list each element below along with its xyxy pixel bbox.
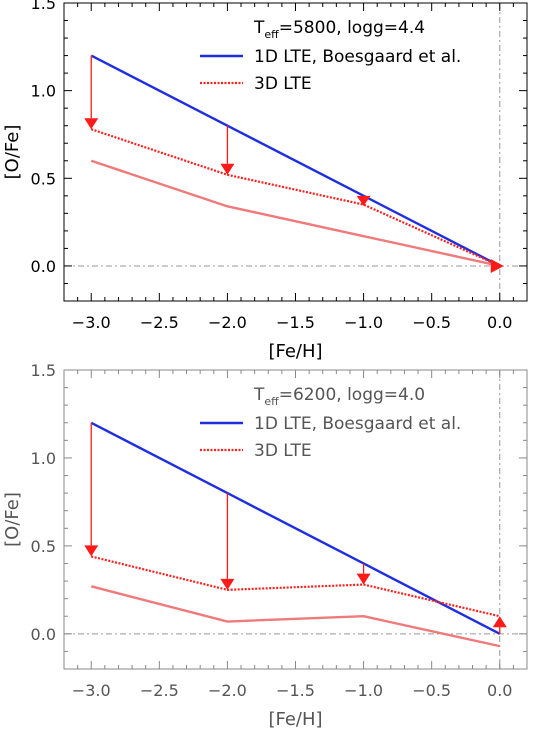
x-tick-label: 0.0 [487, 681, 512, 700]
teff-subscript: eff [264, 28, 279, 41]
legend-label: 1D LTE, Boesgaard et al. [254, 47, 461, 67]
series-line-1 [90, 421, 501, 635]
arrow-head [84, 118, 99, 130]
chart-panel-2: −3.0 −2.5 −2.0 −1.5 −1.0 −0.5 0.0 0.0 0.5 1.0 1.5 [… [2, 361, 528, 730]
x-tick-label: −1.0 [344, 681, 383, 700]
legend-item: 1D LTE, Boesgaard et al. [200, 414, 461, 434]
params-text: =5800, logg=4.4 [279, 18, 425, 38]
x-tick-label: −1.5 [276, 313, 315, 332]
chart-panel-1: −3.0 −2.5 −2.0 −1.5 −1.0 −0.5 0.0 0.0 0.5 1.0 1.5 [… [2, 0, 528, 362]
arrow [490, 258, 504, 273]
arrow-head [492, 616, 507, 628]
y-axis-label: [O/Fe] [2, 125, 23, 180]
x-tick-label: −0.5 [412, 313, 451, 332]
series-line-3 [90, 585, 501, 648]
teff-subscript: eff [264, 395, 279, 408]
x-axis-label: [Fe/H] [268, 709, 322, 730]
y-tick-label: 1.0 [31, 449, 56, 468]
y-tick-label: 0.0 [31, 257, 56, 276]
arrow [492, 616, 507, 634]
x-tick-label: −2.0 [208, 313, 247, 332]
y-tick-label: 1.5 [31, 0, 56, 13]
x-tick-label: −3.0 [72, 313, 111, 332]
teff-symbol: T [253, 385, 265, 405]
series-line-2 [90, 555, 501, 618]
arrow [356, 563, 371, 585]
y-tick-label: 0.5 [31, 537, 56, 556]
arrow-head [490, 258, 504, 273]
x-tick-label: −0.5 [412, 681, 451, 700]
series-line-2 [90, 128, 501, 267]
y-tick-label: 1.0 [31, 82, 56, 101]
teff-symbol: T [253, 18, 265, 38]
series-line-3 [90, 159, 501, 268]
x-tick-label: −2.5 [140, 681, 179, 700]
legend-item: 3D LTE [200, 441, 312, 461]
legend-item: 3D LTE [200, 74, 312, 94]
params-annotation: Teff=5800, logg=4.4 [253, 18, 425, 41]
arrow-head [356, 573, 371, 585]
x-axis-label: [Fe/H] [268, 341, 322, 362]
y-tick-label: 1.5 [31, 361, 56, 380]
legend-item: 1D LTE, Boesgaard et al. [200, 47, 461, 67]
x-tick-label: 0.0 [487, 313, 512, 332]
x-tick-label: −1.0 [344, 313, 383, 332]
params-text: =6200, logg=4.0 [279, 385, 425, 405]
arrow [84, 422, 99, 557]
x-tick-label: −2.5 [140, 313, 179, 332]
arrow-head [84, 545, 99, 557]
arrow-head [220, 163, 235, 175]
legend-label: 3D LTE [254, 74, 312, 94]
arrow-head [220, 578, 235, 590]
y-tick-label: 0.0 [31, 625, 56, 644]
arrow [220, 493, 235, 590]
y-axis-label: [O/Fe] [2, 492, 23, 547]
legend-label: 1D LTE, Boesgaard et al. [254, 414, 461, 434]
y-tick-label: 0.5 [31, 169, 56, 188]
series-line-1 [90, 54, 501, 268]
x-tick-label: −1.5 [276, 681, 315, 700]
arrow [220, 125, 235, 175]
arrow [84, 55, 99, 130]
legend-label: 3D LTE [254, 441, 312, 461]
arrow [356, 195, 371, 206]
arrow-head [356, 195, 371, 206]
x-tick-label: −2.0 [208, 681, 247, 700]
x-tick-label: −3.0 [72, 681, 111, 700]
params-annotation: Teff=6200, logg=4.0 [253, 385, 425, 408]
